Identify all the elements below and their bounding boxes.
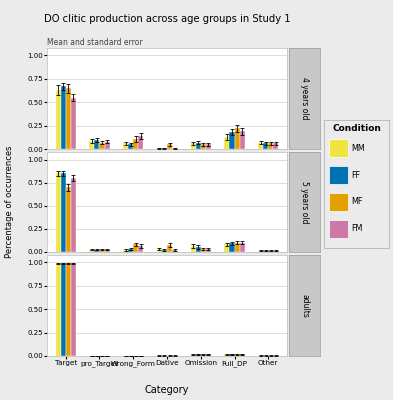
Bar [123, 144, 128, 149]
Bar [167, 144, 172, 149]
Bar [105, 250, 110, 252]
Bar [274, 251, 279, 252]
Bar [235, 242, 240, 252]
Bar [224, 354, 230, 356]
Text: 5 years old: 5 years old [300, 181, 309, 223]
Bar [263, 251, 268, 252]
Bar [240, 131, 245, 149]
Bar [196, 247, 201, 252]
Text: Percentage of occurrences: Percentage of occurrences [6, 146, 14, 258]
Bar [224, 137, 230, 149]
FancyBboxPatch shape [329, 220, 347, 238]
Text: Mean and standard error: Mean and standard error [47, 38, 143, 47]
Bar [128, 144, 133, 149]
Text: MM: MM [351, 144, 365, 153]
Bar [274, 144, 279, 149]
Bar [71, 178, 76, 252]
Bar [55, 174, 61, 252]
Bar [224, 244, 230, 252]
Bar [235, 354, 240, 356]
Bar [162, 250, 167, 252]
Bar [268, 144, 274, 149]
Bar [66, 187, 71, 252]
Bar [66, 88, 71, 149]
Bar [230, 354, 235, 356]
Bar [162, 148, 167, 149]
Bar [258, 251, 263, 252]
Bar [66, 263, 71, 356]
Bar [240, 354, 245, 356]
Text: Category: Category [145, 385, 189, 395]
Bar [133, 139, 138, 149]
Bar [128, 249, 133, 252]
Text: DO clitic production across age groups in Study 1: DO clitic production across age groups i… [44, 14, 290, 24]
Bar [201, 249, 206, 252]
Bar [55, 90, 61, 149]
Bar [71, 263, 76, 356]
Bar [201, 354, 206, 356]
Bar [196, 354, 201, 356]
FancyBboxPatch shape [329, 139, 347, 157]
Bar [71, 98, 76, 149]
Text: Condition: Condition [332, 124, 381, 133]
Bar [105, 142, 110, 149]
Bar [191, 246, 196, 252]
Bar [89, 250, 94, 252]
Bar [230, 132, 235, 149]
Text: MF: MF [351, 198, 363, 206]
Bar [138, 246, 143, 252]
Bar [206, 249, 211, 252]
Bar [89, 141, 94, 149]
Text: FM: FM [351, 224, 363, 233]
Bar [230, 244, 235, 252]
Bar [61, 174, 66, 252]
Bar [235, 128, 240, 149]
Bar [172, 148, 177, 149]
Bar [263, 144, 268, 149]
Bar [157, 249, 162, 252]
Bar [94, 250, 99, 252]
Bar [138, 136, 143, 149]
Text: FF: FF [351, 170, 360, 180]
Bar [240, 242, 245, 252]
Bar [172, 250, 177, 252]
Bar [206, 354, 211, 356]
Bar [133, 244, 138, 252]
Bar [61, 86, 66, 149]
Bar [206, 144, 211, 149]
Text: 4 years old: 4 years old [300, 77, 309, 120]
Text: adults: adults [300, 294, 309, 318]
Bar [61, 263, 66, 356]
Bar [123, 250, 128, 252]
Bar [191, 354, 196, 356]
Bar [191, 144, 196, 149]
Bar [201, 144, 206, 149]
Bar [196, 142, 201, 149]
Bar [157, 148, 162, 149]
Bar [99, 250, 105, 252]
Bar [94, 140, 99, 149]
Bar [99, 142, 105, 149]
FancyBboxPatch shape [329, 166, 347, 184]
Bar [268, 251, 274, 252]
Bar [258, 142, 263, 149]
Bar [55, 263, 61, 356]
FancyBboxPatch shape [329, 193, 347, 211]
Bar [167, 245, 172, 252]
